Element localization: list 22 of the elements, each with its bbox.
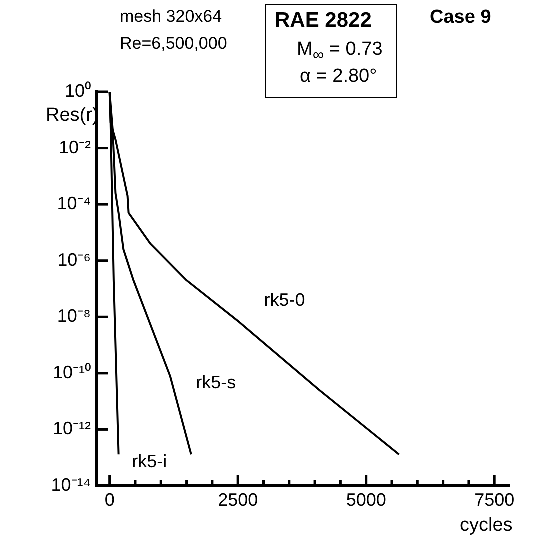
y-tick-label: 10⁻¹⁰: [52, 362, 91, 382]
y-tick-label: 10⁻¹⁴: [51, 474, 91, 495]
series-label: rk5-i: [132, 451, 168, 472]
y-tick-label: 10⁻⁴: [57, 194, 91, 214]
text: α = 2.80°: [300, 66, 378, 87]
x-tick-label: 2500: [218, 490, 258, 510]
x-tick-label: 0: [104, 490, 115, 510]
y-tick-label: 10⁻⁶: [58, 250, 91, 270]
chart-title: Case 9: [430, 7, 492, 28]
series-label: rk5-s: [196, 372, 236, 393]
text: RAE 2822: [275, 9, 372, 32]
x-tick-label: 7500: [474, 490, 515, 510]
x-tick-label: 5000: [346, 490, 386, 510]
y-tick-label: 10⁻¹²: [52, 418, 91, 439]
x-axis-title: cycles: [460, 515, 513, 536]
y-tick-label: 10⁻⁸: [57, 306, 91, 326]
text: M$_{∞}$ = 0.73: [297, 39, 383, 64]
text: mesh 320x64: [120, 7, 222, 26]
series-label: rk5-0: [264, 290, 306, 310]
y-tick-label: 10⁰: [64, 80, 91, 101]
text: Re=6,500,000: [120, 34, 228, 53]
y-tick-label: 10⁻²: [58, 137, 92, 158]
